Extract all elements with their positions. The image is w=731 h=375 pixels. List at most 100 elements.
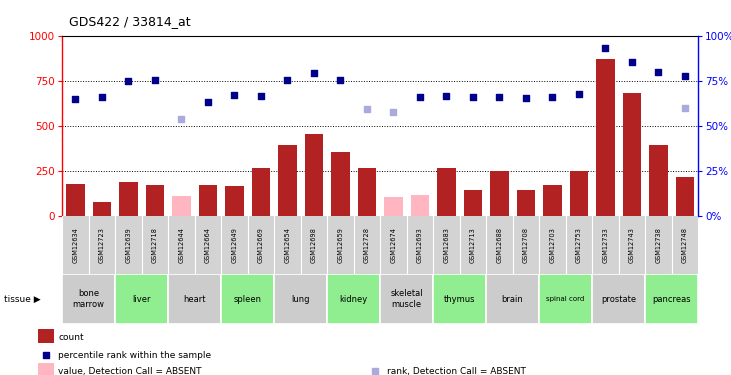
Point [573, 91, 585, 97]
Bar [539, 274, 592, 324]
Bar [357, 168, 376, 216]
Bar [93, 202, 111, 216]
Bar [437, 168, 455, 216]
Bar [225, 186, 243, 216]
Text: GSM12753: GSM12753 [576, 227, 582, 262]
Text: GSM12674: GSM12674 [390, 226, 396, 262]
Text: tissue ▶: tissue ▶ [4, 295, 40, 304]
Text: GSM12708: GSM12708 [523, 226, 529, 262]
Bar [221, 274, 274, 324]
Text: kidney: kidney [339, 295, 368, 304]
Text: GSM12733: GSM12733 [602, 227, 608, 262]
Bar [592, 274, 645, 324]
Point [202, 99, 213, 105]
Bar [331, 152, 349, 216]
Text: GSM12683: GSM12683 [444, 227, 450, 262]
Text: GSM12654: GSM12654 [284, 226, 290, 262]
Text: GSM12664: GSM12664 [205, 226, 211, 262]
Point [255, 93, 267, 99]
Point [69, 96, 81, 102]
Text: GSM12644: GSM12644 [178, 226, 184, 262]
Bar [596, 59, 615, 216]
Point [281, 77, 293, 83]
Bar [543, 185, 561, 216]
Point [369, 368, 381, 374]
Text: GSM12728: GSM12728 [364, 226, 370, 262]
Bar [199, 185, 217, 216]
Text: liver: liver [132, 295, 151, 304]
Text: value, Detection Call = ABSENT: value, Detection Call = ABSENT [58, 367, 202, 375]
Point [679, 105, 691, 111]
Text: GSM12718: GSM12718 [152, 227, 158, 262]
Bar [172, 196, 191, 216]
Point [599, 45, 611, 51]
Bar [675, 177, 694, 216]
Bar [384, 197, 403, 216]
Point [467, 94, 479, 100]
Bar [433, 274, 486, 324]
Bar [490, 171, 509, 216]
Text: GSM12698: GSM12698 [311, 227, 317, 262]
Text: GDS422 / 33814_at: GDS422 / 33814_at [69, 15, 191, 28]
Bar [145, 185, 164, 216]
Text: GSM12639: GSM12639 [126, 227, 132, 262]
Point [96, 94, 107, 100]
Bar [569, 171, 588, 216]
Point [441, 93, 452, 99]
Point [520, 95, 531, 101]
Bar [305, 134, 323, 216]
Bar [274, 274, 327, 324]
Text: GSM12738: GSM12738 [656, 227, 662, 262]
Point [175, 116, 187, 122]
Text: GSM12713: GSM12713 [470, 227, 476, 262]
Bar [251, 168, 270, 216]
Bar [649, 146, 667, 216]
Bar [66, 184, 85, 216]
Text: pancreas: pancreas [652, 295, 691, 304]
Text: count: count [58, 333, 84, 342]
Point [40, 352, 52, 358]
Bar [645, 274, 698, 324]
Text: GSM12723: GSM12723 [99, 227, 105, 262]
Point [123, 78, 135, 84]
Bar [168, 274, 221, 324]
Text: GSM12748: GSM12748 [682, 226, 688, 262]
Text: GSM12693: GSM12693 [417, 227, 423, 262]
Point [387, 109, 399, 115]
Bar [115, 274, 168, 324]
Text: rank, Detection Call = ABSENT: rank, Detection Call = ABSENT [387, 367, 526, 375]
Text: skeletal
muscle: skeletal muscle [390, 290, 423, 309]
Bar [411, 195, 429, 216]
Text: GSM12669: GSM12669 [258, 227, 264, 262]
Point [149, 77, 161, 83]
Text: GSM12743: GSM12743 [629, 227, 635, 262]
Bar [517, 190, 535, 216]
Point [653, 69, 664, 75]
Bar [119, 182, 137, 216]
Point [335, 77, 346, 83]
Point [493, 94, 505, 100]
Text: GSM12703: GSM12703 [550, 227, 556, 262]
Bar [38, 363, 54, 375]
Point [414, 94, 425, 100]
Text: spleen: spleen [234, 295, 262, 304]
Text: GSM12649: GSM12649 [232, 227, 238, 262]
Bar [623, 93, 641, 216]
Point [229, 92, 240, 98]
Text: GSM12659: GSM12659 [338, 227, 344, 262]
Text: prostate: prostate [601, 295, 636, 304]
Bar [486, 274, 539, 324]
Text: heart: heart [183, 295, 206, 304]
Point [679, 73, 691, 79]
Bar [38, 329, 54, 343]
Text: thymus: thymus [444, 295, 475, 304]
Point [308, 69, 319, 75]
Bar [278, 146, 297, 216]
Text: lung: lung [292, 295, 310, 304]
Text: percentile rank within the sample: percentile rank within the sample [58, 351, 211, 360]
Text: GSM12634: GSM12634 [72, 227, 78, 262]
Text: bone
marrow: bone marrow [72, 290, 105, 309]
Text: GSM12688: GSM12688 [496, 226, 502, 262]
Bar [380, 274, 433, 324]
Point [547, 94, 558, 100]
